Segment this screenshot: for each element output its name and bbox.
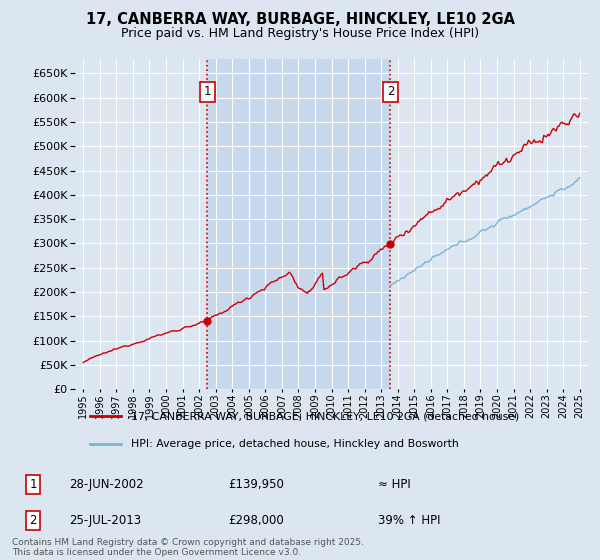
Text: 25-JUL-2013: 25-JUL-2013 <box>69 514 141 528</box>
Text: 28-JUN-2002: 28-JUN-2002 <box>69 478 143 491</box>
Bar <box>207 59 391 389</box>
Text: Contains HM Land Registry data © Crown copyright and database right 2025.
This d: Contains HM Land Registry data © Crown c… <box>12 538 364 557</box>
Text: 1: 1 <box>203 85 211 99</box>
Text: 17, CANBERRA WAY, BURBAGE, HINCKLEY, LE10 2GA (detached house): 17, CANBERRA WAY, BURBAGE, HINCKLEY, LE1… <box>131 411 520 421</box>
Text: 17, CANBERRA WAY, BURBAGE, HINCKLEY, LE10 2GA: 17, CANBERRA WAY, BURBAGE, HINCKLEY, LE1… <box>86 12 515 27</box>
Text: ≈ HPI: ≈ HPI <box>378 478 411 491</box>
Text: 39% ↑ HPI: 39% ↑ HPI <box>378 514 440 528</box>
Text: 2: 2 <box>29 514 37 528</box>
Text: £298,000: £298,000 <box>228 514 284 528</box>
Text: 1: 1 <box>29 478 37 491</box>
Text: Price paid vs. HM Land Registry's House Price Index (HPI): Price paid vs. HM Land Registry's House … <box>121 27 479 40</box>
Text: £139,950: £139,950 <box>228 478 284 491</box>
Text: HPI: Average price, detached house, Hinckley and Bosworth: HPI: Average price, detached house, Hinc… <box>131 439 459 449</box>
Text: 2: 2 <box>386 85 394 99</box>
